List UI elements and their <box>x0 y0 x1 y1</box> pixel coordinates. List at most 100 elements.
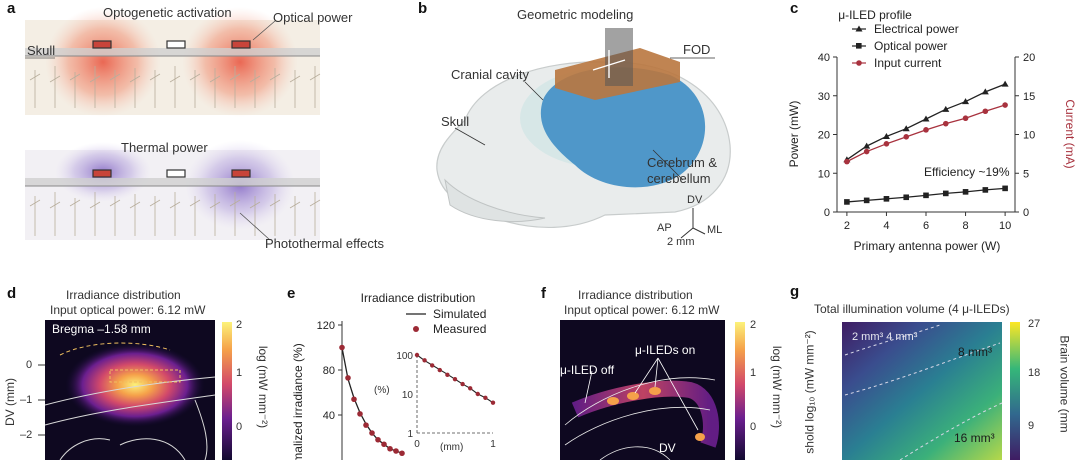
c-ytick-right-label: 10 <box>1023 130 1035 142</box>
panel-g-contour-2: 8 mm³ <box>958 345 992 359</box>
e-measured-point <box>363 422 369 428</box>
panel-f-heatmap <box>560 320 745 460</box>
panel-b-axis-ml: ML <box>707 224 723 236</box>
panel-b-cerebrum-2: cerebellum <box>647 171 711 186</box>
e-measured-point <box>387 445 393 452</box>
f-band <box>571 380 719 448</box>
panel-b-cerebrum-1: Cerebrum & <box>647 155 718 170</box>
panel-b-axis-dv: DV <box>687 194 703 206</box>
c-ytick-label: 10 <box>818 168 830 180</box>
panel-f-title: Irradiance distribution <box>578 288 693 302</box>
c-ytick-label: 20 <box>818 130 830 142</box>
f-leds <box>607 387 705 441</box>
f-callouts <box>584 357 699 431</box>
e-ytick-label: 80 <box>323 365 335 377</box>
d-brain-atlas <box>44 376 216 460</box>
panel-d-letter: d <box>7 285 17 302</box>
c-point <box>982 187 989 193</box>
c-point <box>1001 80 1009 87</box>
panel-b-cranial: Cranial cavity <box>451 67 530 82</box>
e-measured-point <box>375 436 381 443</box>
panel-a-illustration <box>25 7 321 241</box>
panel-f-cbar-tick-1: 1 <box>750 367 757 379</box>
c-xtick-label: 10 <box>999 220 1011 232</box>
orientation-axes <box>680 208 706 239</box>
c-legend-label: Electrical power <box>874 22 959 36</box>
c-yright-label: Current (mA) <box>1063 99 1077 168</box>
g-field <box>842 322 1002 460</box>
c-xtick-label: 8 <box>962 220 968 232</box>
e-measured-point <box>381 441 387 448</box>
led-bottom-right <box>231 169 251 178</box>
panel-b-scale: 2 mm <box>667 236 695 248</box>
led-top-right <box>231 40 251 49</box>
e-inset-measured-point <box>445 372 450 378</box>
panel-e-letter: e <box>287 285 296 302</box>
e-ytick-label: 120 <box>317 320 335 332</box>
panel-a-skull-label: Skull <box>27 43 56 58</box>
panel-d-cbar-tick-1: 1 <box>236 367 243 379</box>
d-hotspot <box>65 343 205 427</box>
panel-c-letter: c <box>790 0 799 17</box>
panel-b-title: Geometric modeling <box>517 7 634 22</box>
e-simulated-line <box>341 347 403 454</box>
panel-g-cbar-label: Brain volume (mm <box>1057 335 1072 433</box>
panel-d-ytick-2: –2 <box>20 429 33 441</box>
c-point <box>883 196 890 202</box>
panel-d-bregma: Bregma –1.58 mm <box>52 322 151 336</box>
c-point <box>844 158 850 165</box>
e-inset-measured-point <box>422 358 427 363</box>
fod-arrows <box>592 50 626 78</box>
panel-g-contour-3: 16 mm³ <box>954 431 995 445</box>
c-point <box>962 189 969 195</box>
panel-f: Irradiance distribution Input optical po… <box>540 285 784 460</box>
c-point <box>902 125 910 132</box>
e-measured-point <box>393 448 399 454</box>
panel-d-cbar-tick-2: 0 <box>236 421 243 433</box>
panel-d-title: Irradiance distribution <box>66 288 181 302</box>
c-ytick-label: 40 <box>818 52 830 64</box>
panel-a-top-title: Optogenetic activation <box>103 5 232 20</box>
panel-d-subtitle: Input optical power: 6.12 mW <box>50 303 206 317</box>
e-measured-point <box>339 344 345 351</box>
e-inset-measured-point <box>437 367 442 373</box>
skull-layer-top <box>25 48 320 56</box>
panel-d-heatmap <box>38 320 232 460</box>
g-contours <box>844 324 1003 460</box>
f-colorbar <box>735 322 745 460</box>
e-inset-measured-point <box>430 363 435 368</box>
e-title: Irradiance distribution <box>361 291 476 305</box>
e-inset-measured-point <box>452 376 458 382</box>
c-point <box>942 190 949 197</box>
c-point <box>923 192 929 199</box>
e-measured-point <box>351 396 357 403</box>
panel-d-ylabel: DV (mm) <box>3 378 17 426</box>
panel-f-letter: f <box>541 285 546 302</box>
panel-d-cbar-tick-0: 2 <box>236 319 243 331</box>
e-ylabel: malized irradiance (%) <box>291 343 305 460</box>
panel-b-illustration <box>436 28 731 239</box>
led-bottom-left <box>92 169 112 178</box>
panel-a: Optogenetic activation Optical power Sku… <box>25 0 384 251</box>
c-legend-label: Optical power <box>874 39 947 53</box>
c-ylabel: Power (mW) <box>787 101 801 168</box>
panel-d-ytick-1: –1 <box>20 394 33 406</box>
c-point <box>1002 185 1008 192</box>
skull-layer-bottom <box>25 178 320 186</box>
panel-g-cbar-tick-2: 9 <box>1028 420 1035 432</box>
e-inset-measured-point <box>468 386 473 391</box>
e-inset-xlabel: (mm) <box>440 442 463 453</box>
c-ytick-label: 0 <box>824 207 830 219</box>
c-point <box>1002 102 1008 108</box>
e-inset-measured-point <box>460 381 465 387</box>
e-measured-point <box>357 411 363 417</box>
panel-b-fod: FOD <box>683 42 711 57</box>
c-point <box>923 127 929 133</box>
led-top-left <box>92 40 112 49</box>
e-inset-measured-point <box>475 391 480 397</box>
c-xlabel: Primary antenna power (W) <box>854 239 1001 253</box>
e-inset-ytick: 10 <box>402 390 414 401</box>
c-point <box>883 141 890 147</box>
c-point <box>962 98 970 105</box>
panel-f-cbar-label: log (mW mm⁻²) <box>770 345 785 429</box>
